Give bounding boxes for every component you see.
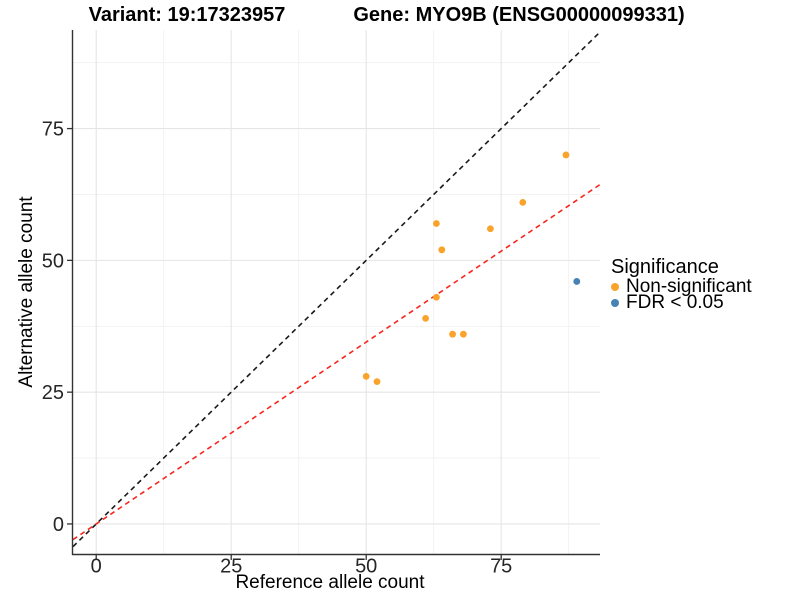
plot-title-gene: Gene: MYO9B (ENSG00000099331) — [353, 4, 685, 26]
fdr-dot-icon — [611, 299, 619, 307]
legend-item-fdr: FDR < 0.05 — [611, 292, 752, 313]
data-point-non-significant — [459, 330, 467, 338]
x-tick-label: 50 — [355, 556, 377, 578]
data-point-non-significant — [562, 151, 570, 159]
data-point-non-significant — [422, 314, 429, 322]
x-axis-title: Reference allele count — [235, 572, 425, 593]
legend-item-label: FDR < 0.05 — [626, 292, 724, 313]
data-point-non-significant — [432, 220, 440, 227]
x-tick-label: 0 — [91, 556, 102, 578]
legend-item-label: Non-significant — [626, 276, 752, 297]
y-tick-label: 75 — [42, 119, 64, 141]
x-tick-label: 25 — [220, 556, 242, 578]
legend-item-non-significant: Non-significant — [611, 276, 752, 297]
data-point-non-significant — [486, 225, 494, 233]
data-point-non-significant — [519, 198, 527, 206]
legend-title: Significance — [611, 256, 719, 278]
identity-line — [73, 31, 600, 548]
legend: Significance Non-significant FDR < 0.05 — [611, 256, 752, 313]
x-tick-label: 75 — [490, 556, 512, 578]
data-point-non-significant — [362, 372, 370, 380]
plot-title-variant: Variant: 19:17323957 — [88, 4, 286, 26]
trend-line — [73, 183, 600, 541]
data-point-non-significant — [438, 246, 446, 254]
data-point-non-significant — [449, 330, 456, 338]
data-point-non-significant — [373, 378, 381, 386]
y-tick-label: 50 — [42, 250, 64, 272]
data-point-non-significant — [432, 293, 440, 301]
non-significant-dot-icon — [611, 283, 619, 291]
data-point-fdr — [573, 278, 581, 285]
y-tick-label: 25 — [42, 382, 64, 404]
y-axis-title: Alternative allele count — [16, 196, 37, 388]
y-tick-label: 0 — [53, 514, 64, 536]
